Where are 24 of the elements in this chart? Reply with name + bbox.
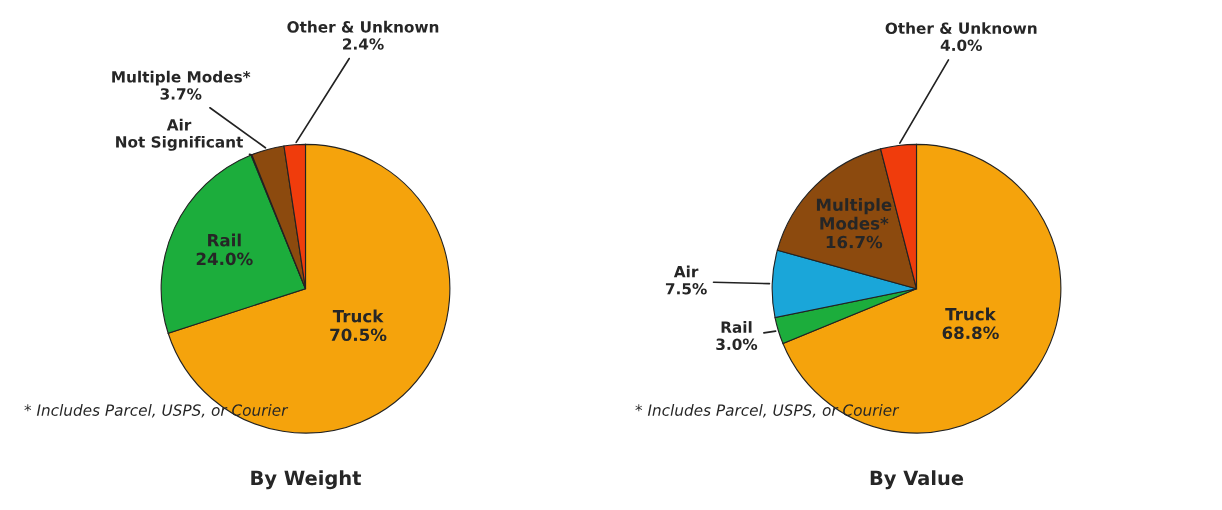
data-label: 4.0% xyxy=(940,39,982,52)
data-label: 7.5% xyxy=(665,282,707,295)
slice-label: Truck xyxy=(332,309,384,323)
text: * Includes Parcel, USPS, or Courier xyxy=(635,404,900,418)
text: * Includes Parcel, USPS, or Courier xyxy=(24,404,289,418)
data-label: 68.8% xyxy=(942,326,999,340)
slice-label: Rail xyxy=(208,233,241,247)
data-label: 3.7% xyxy=(160,88,202,100)
slice-label: Other & Unknown xyxy=(287,20,439,33)
data-label: 24.0% xyxy=(196,252,253,266)
slice-label: Multiple Modes* xyxy=(112,70,251,86)
slice-label: Rail xyxy=(721,321,752,333)
data-label: 70.5% xyxy=(330,328,387,342)
data-label: Not Significant xyxy=(116,135,243,151)
text: By Weight xyxy=(251,470,362,490)
text: By Value xyxy=(870,470,964,490)
data-label: 3.0% xyxy=(716,338,758,351)
slice-label: Other & Unknown xyxy=(885,22,1037,34)
slice-label: Air xyxy=(673,265,699,278)
data-label: 16.7% xyxy=(826,235,883,249)
slice-label: Truck xyxy=(945,307,997,321)
data-label: 2.4% xyxy=(343,38,384,50)
slice-label: Air xyxy=(166,118,192,131)
slice-label: Multiple Modes* xyxy=(816,198,892,230)
